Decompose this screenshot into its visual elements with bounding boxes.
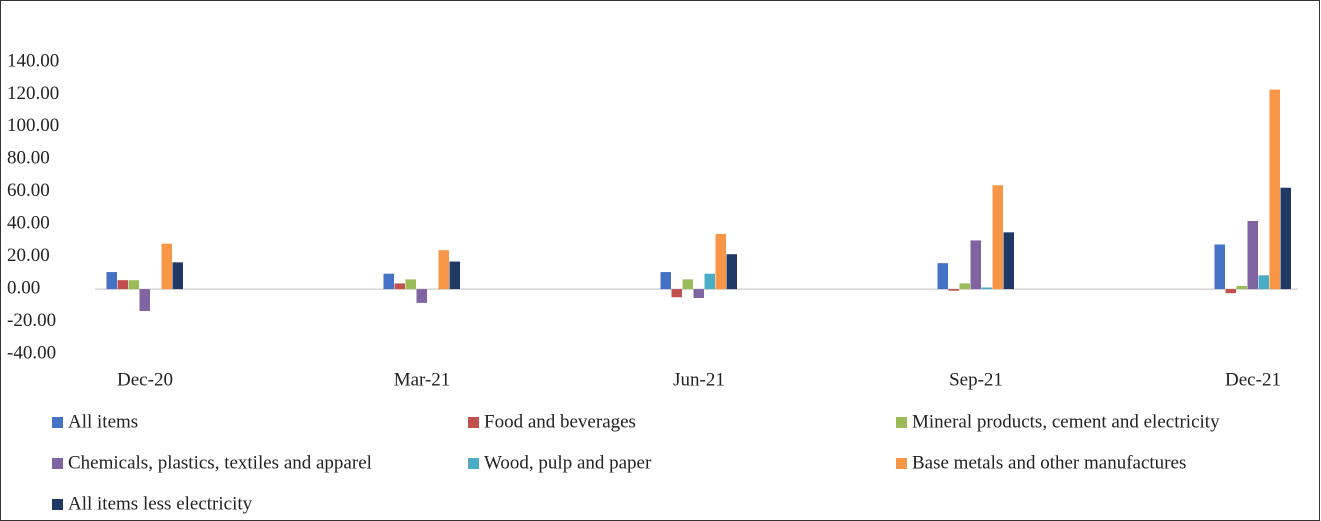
x-tick-label: Dec-20 bbox=[117, 369, 173, 390]
bar bbox=[970, 240, 981, 290]
legend-swatch bbox=[52, 417, 63, 428]
bar bbox=[416, 289, 427, 303]
legend-swatch bbox=[896, 458, 907, 469]
bar bbox=[981, 287, 992, 290]
x-tick-label: Sep-21 bbox=[949, 369, 1003, 390]
x-tick-label: Mar-21 bbox=[394, 369, 451, 390]
bar bbox=[1247, 220, 1258, 290]
legend-label: All items less electricity bbox=[68, 493, 253, 514]
bar bbox=[449, 261, 460, 290]
bar bbox=[128, 280, 139, 290]
bar bbox=[992, 185, 1003, 290]
legend-label: Chemicals, plastics, textiles and appare… bbox=[68, 452, 372, 473]
bar bbox=[726, 254, 737, 290]
bar bbox=[937, 263, 948, 290]
legend-swatch bbox=[52, 499, 63, 510]
bar bbox=[394, 283, 405, 290]
y-tick-label: -40.00 bbox=[7, 342, 56, 363]
y-tick-label: 100.00 bbox=[7, 115, 59, 136]
bar bbox=[1236, 285, 1247, 290]
bar bbox=[1258, 275, 1269, 290]
bar bbox=[161, 243, 172, 290]
bar bbox=[693, 289, 704, 299]
legend-swatch bbox=[468, 458, 479, 469]
y-tick-label: 60.00 bbox=[7, 180, 50, 201]
legend-label: Food and beverages bbox=[484, 411, 636, 432]
bar bbox=[1214, 244, 1225, 290]
bar bbox=[948, 289, 959, 291]
bar bbox=[139, 289, 150, 312]
bar bbox=[671, 289, 682, 298]
bar bbox=[1003, 232, 1014, 290]
legend-label: Wood, pulp and paper bbox=[484, 452, 652, 473]
y-tick-label: 140.00 bbox=[7, 50, 59, 71]
legend-swatch bbox=[52, 458, 63, 469]
x-tick-label: Jun-21 bbox=[673, 369, 725, 390]
bar bbox=[1225, 289, 1236, 294]
bar bbox=[704, 273, 715, 290]
y-tick-label: 80.00 bbox=[7, 148, 50, 169]
legend-label: All items bbox=[68, 411, 138, 432]
bar bbox=[959, 283, 970, 290]
x-tick-label: Dec-21 bbox=[1225, 369, 1281, 390]
y-tick-label: 20.00 bbox=[7, 245, 50, 266]
bar bbox=[1280, 187, 1291, 290]
legend-swatch bbox=[896, 417, 907, 428]
bar bbox=[172, 262, 183, 290]
legend-label: Mineral products, cement and electricity bbox=[912, 411, 1220, 432]
bar bbox=[106, 272, 117, 290]
bar bbox=[715, 233, 726, 290]
bar bbox=[383, 273, 394, 290]
bar bbox=[117, 280, 128, 290]
bar bbox=[405, 279, 416, 290]
bar bbox=[1269, 89, 1280, 290]
bar bbox=[660, 272, 671, 290]
legend-label: Base metals and other manufactures bbox=[912, 452, 1186, 473]
bar bbox=[438, 250, 449, 290]
bar bbox=[682, 279, 693, 290]
y-tick-label: 120.00 bbox=[7, 83, 59, 104]
y-tick-label: -20.00 bbox=[7, 310, 56, 331]
y-tick-label: 0.00 bbox=[7, 277, 40, 298]
legend-swatch bbox=[468, 417, 479, 428]
y-tick-label: 40.00 bbox=[7, 213, 50, 234]
